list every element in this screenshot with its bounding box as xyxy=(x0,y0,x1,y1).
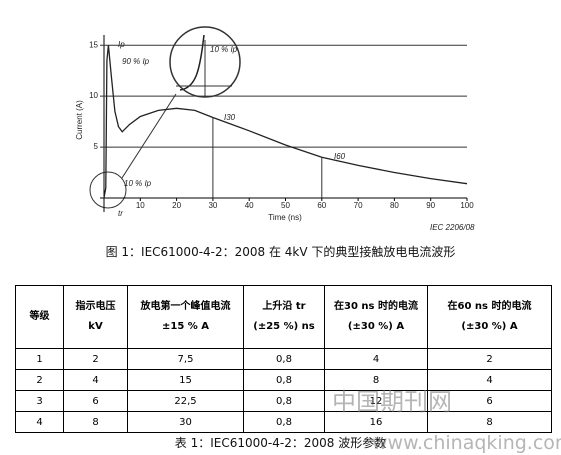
header-cell: 在30 ns 时的电流 (±30 %) A xyxy=(324,285,428,349)
x-tick-label: 10 xyxy=(136,201,145,210)
x-tick-label: 60 xyxy=(317,201,326,210)
zoom-curve xyxy=(179,34,205,91)
annotation: I30 xyxy=(224,113,236,122)
cell: 1 xyxy=(15,348,64,370)
row: 3 6 22,5 0,8 12 6 xyxy=(15,390,552,412)
cell: 0,8 xyxy=(243,411,325,433)
header-text: 上升沿 tr xyxy=(262,301,306,312)
header-text: 放电第一个峰值电流 xyxy=(140,301,231,312)
cell: 6 xyxy=(63,390,128,412)
x-tick-label: 40 xyxy=(245,201,254,210)
annotation: 10 % Ip xyxy=(210,45,238,54)
x-tick-label: 90 xyxy=(426,201,435,210)
cell: 30 xyxy=(127,411,244,433)
y-axis-label: Current (A) xyxy=(75,100,84,140)
watermark: 中国期刊网 xyxy=(332,388,452,416)
x-tick-label: 80 xyxy=(390,201,399,210)
table-caption: 表 1：IEC61000-4-2：2008 波形参数 xyxy=(174,436,387,450)
cell: 7,5 xyxy=(127,348,244,370)
annotation: IEC 2206/08 xyxy=(430,223,475,232)
row: 4 8 30 0,8 16 8 xyxy=(15,411,552,433)
current-curve xyxy=(103,45,468,199)
header-text: 指示电压 xyxy=(75,301,116,312)
row: 2 4 15 0,8 8 4 xyxy=(15,369,552,391)
annotation: tr xyxy=(118,209,123,218)
cell: 4 xyxy=(63,369,128,391)
cell: 22,5 xyxy=(127,390,244,412)
cell: 4 xyxy=(324,348,428,370)
cell: 0,8 xyxy=(243,369,325,391)
header-text: (±30 %) A xyxy=(461,321,518,332)
annotation: Ip xyxy=(118,40,125,49)
zoom-connector xyxy=(121,93,177,179)
table: 等级 指示电压 kV 放电第一个峰值电流 ±15 % A 上升沿 tr (±25 %) ns… xyxy=(15,285,552,433)
cell: 2 xyxy=(63,348,128,370)
annotation: I60 xyxy=(334,152,346,161)
cell: 2 xyxy=(15,369,64,391)
y-tick-label: 10 xyxy=(89,91,98,100)
zoom-circle-small xyxy=(89,171,127,209)
header-row: 等级 指示电压 kV 放电第一个峰值电流 ±15 % A 上升沿 tr (±25 %) ns… xyxy=(15,285,552,349)
x-tick-label: 100 xyxy=(460,201,474,210)
header-text: (±25 %) ns xyxy=(253,321,315,332)
x-tick-label: 20 xyxy=(172,201,181,210)
cell: 8 xyxy=(63,411,128,433)
x-tick-label: 30 xyxy=(208,201,217,210)
header-cell: 等级 xyxy=(15,285,64,349)
header-cell: 放电第一个峰值电流 ±15 % A xyxy=(127,285,244,349)
header-text: 在30 ns 时的电流 xyxy=(334,301,418,312)
header-cell: 上升沿 tr (±25 %) ns xyxy=(243,285,325,349)
cell: 3 xyxy=(15,390,64,412)
row: 1 2 7,5 0,8 4 2 xyxy=(15,348,552,370)
header-cell: 在60 ns 时的电流 (±30 %) A xyxy=(427,285,552,349)
cell: 8 xyxy=(427,411,552,433)
cell: 4 xyxy=(15,411,64,433)
header-cell: 指示电压 kV xyxy=(63,285,128,349)
header-text: kV xyxy=(88,321,103,332)
figure: Current (A) Time (ns) 5 10 15 10 20 30 40 50 60 7… xyxy=(75,26,475,232)
x-tick-label: 50 xyxy=(281,201,290,210)
header-text: 在60 ns 时的电流 xyxy=(447,301,532,312)
annotation: 10 % Ip xyxy=(124,179,152,188)
watermark: www.chinaqking.com xyxy=(372,432,561,454)
cell: 15 xyxy=(127,369,244,391)
cell: 0,8 xyxy=(243,348,325,370)
cell: 2 xyxy=(427,348,552,370)
y-tick-label: 5 xyxy=(94,142,99,151)
figure-caption: 图 1：IEC61000-4-2：2008 在 4kV 下的典型接触放电电流波形 xyxy=(105,245,456,259)
header-text: ±15 % A xyxy=(161,321,210,332)
x-axis-label: Time (ns) xyxy=(268,213,302,222)
cell: 0,8 xyxy=(243,390,325,412)
header-text: 等级 xyxy=(29,311,50,322)
y-tick-label: 15 xyxy=(89,40,98,49)
annotation: 90 % Ip xyxy=(122,57,150,66)
header-text: (±30 %) A xyxy=(347,321,405,332)
x-tick-label: 70 xyxy=(354,201,363,210)
